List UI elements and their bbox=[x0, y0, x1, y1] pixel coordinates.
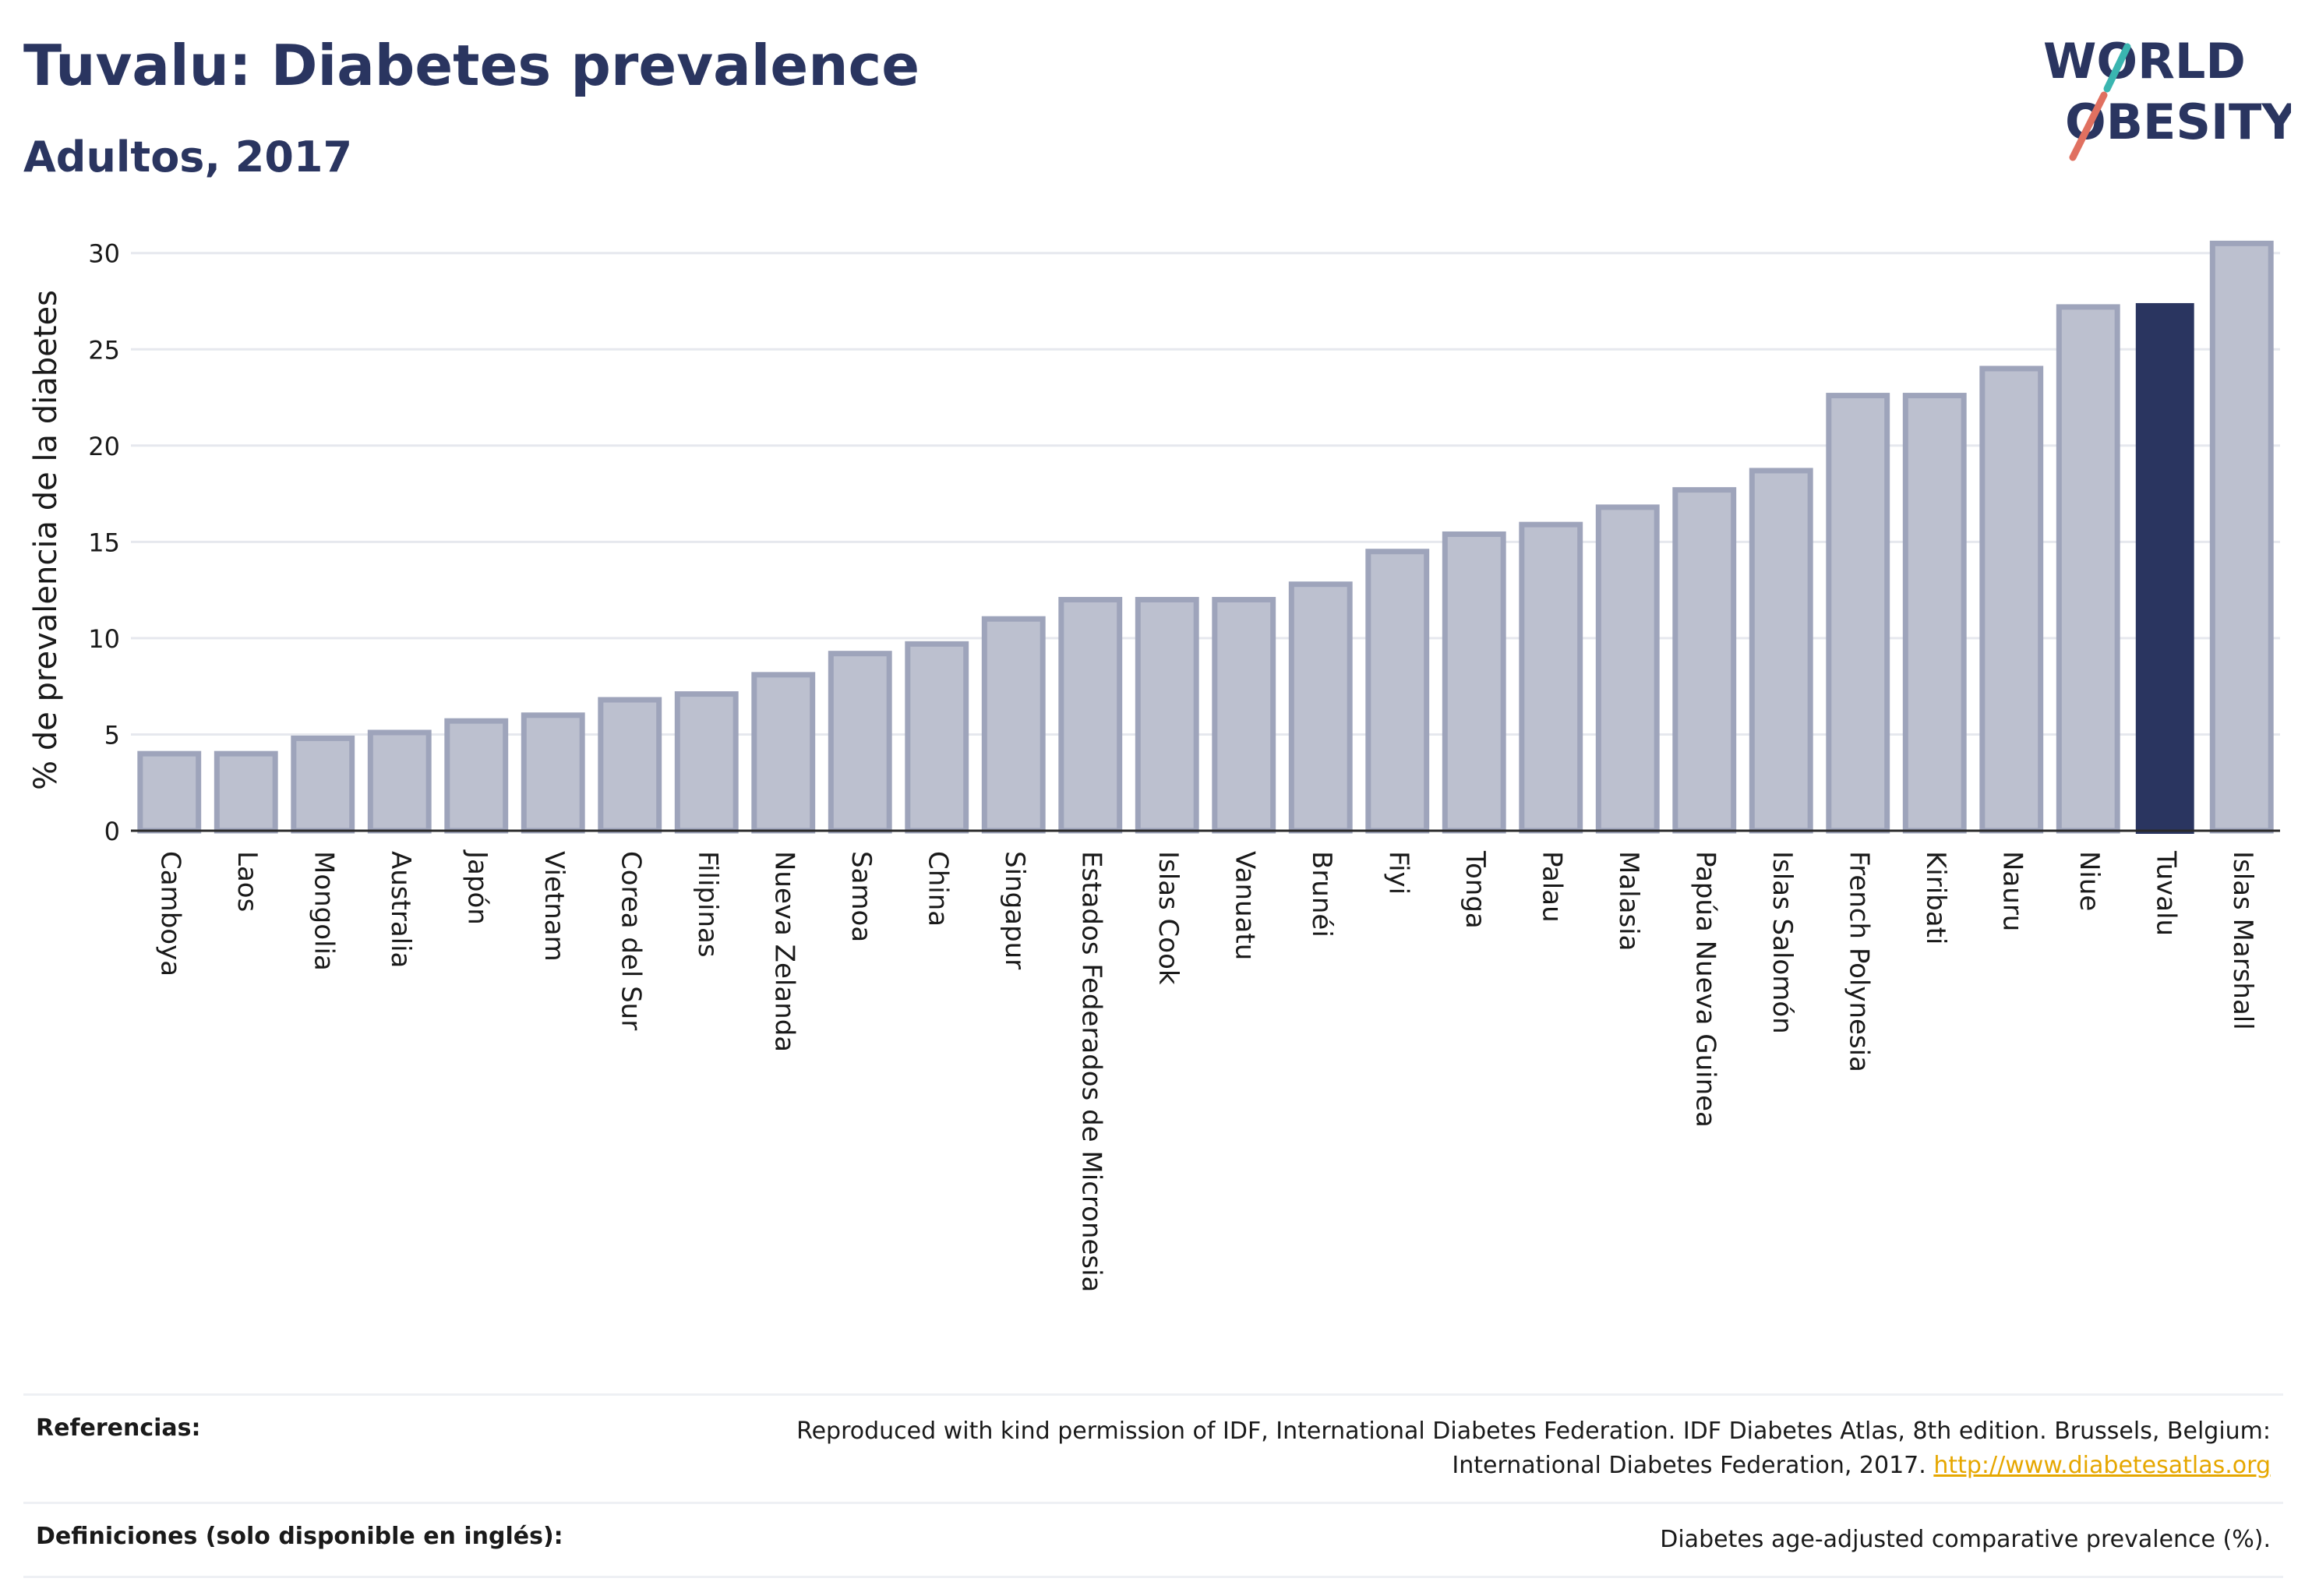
references-text: Reproduced with kind permission of IDF, … bbox=[796, 1414, 2271, 1483]
bar-islas-marshall[interactable] bbox=[2209, 240, 2274, 834]
category-label: Australia bbox=[385, 851, 416, 968]
category-label: Islas Salomón bbox=[1767, 851, 1798, 1034]
bar-mongolia[interactable] bbox=[291, 735, 355, 834]
references-text-1: Reproduced with kind permission of IDF, … bbox=[796, 1418, 2271, 1445]
bar-samoa[interactable] bbox=[828, 651, 892, 834]
y-tick-labels: 0 5 10 15 20 25 30 bbox=[88, 239, 120, 846]
category-label: Mongolia bbox=[308, 851, 339, 971]
category-label: Vietnam bbox=[538, 851, 570, 962]
bar-vanuatu[interactable] bbox=[1212, 596, 1276, 834]
category-label: Singapur bbox=[999, 851, 1030, 969]
bar-niue[interactable] bbox=[2056, 304, 2120, 834]
references-row: Referencias: Reproduced with kind permis… bbox=[23, 1393, 2283, 1502]
category-label: Filipinas bbox=[692, 851, 723, 958]
y-tick-label: 0 bbox=[104, 817, 120, 846]
y-tick-label: 30 bbox=[88, 239, 120, 269]
logo-line1: WORLD bbox=[2043, 33, 2246, 90]
bar-papúa-nueva-guinea[interactable] bbox=[1672, 487, 1737, 834]
y-tick-label: 10 bbox=[88, 624, 120, 654]
bar-estados-federados-de-micronesia[interactable] bbox=[1058, 596, 1123, 834]
bar-singapur[interactable] bbox=[981, 616, 1046, 834]
chart-title: Tuvalu: Diabetes prevalence bbox=[23, 33, 920, 98]
bar-nauru[interactable] bbox=[1979, 365, 2044, 834]
references-text-2: International Diabetes Federation, 2017. bbox=[1452, 1452, 1926, 1479]
y-tick-label: 25 bbox=[88, 335, 120, 365]
bar-filipinas[interactable] bbox=[674, 691, 739, 834]
y-tick-label: 15 bbox=[88, 528, 120, 557]
category-label: Tonga bbox=[1460, 850, 1491, 929]
definitions-label: Definiciones (solo disponible en inglés)… bbox=[36, 1523, 563, 1550]
bar-fiyi[interactable] bbox=[1365, 549, 1430, 834]
bars bbox=[137, 240, 2274, 834]
bar-chart: 0 5 10 15 20 25 30 Camboya Laos Mongolia Australi… bbox=[28, 239, 2280, 1292]
y-tick-label: 5 bbox=[104, 720, 120, 750]
category-label: Nueva Zelanda bbox=[768, 851, 800, 1052]
bar-nueva-zelanda[interactable] bbox=[751, 672, 816, 834]
category-label: Nauru bbox=[1996, 851, 2028, 931]
category-label: Corea del Sur bbox=[615, 851, 646, 1030]
footer: Referencias: Reproduced with kind permis… bbox=[23, 1393, 2283, 1578]
references-label: Referencias: bbox=[36, 1414, 201, 1442]
bar-china[interactable] bbox=[905, 641, 969, 834]
y-axis-title: % de prevalencia de la diabetes bbox=[28, 290, 64, 790]
category-label: Islas Cook bbox=[1152, 851, 1184, 985]
bar-palau[interactable] bbox=[1519, 521, 1583, 834]
bar-australia[interactable] bbox=[367, 729, 432, 834]
category-label: Tuvalu bbox=[2150, 850, 2181, 936]
bar-japón[interactable] bbox=[444, 718, 509, 834]
world-obesity-logo: WORLD OBESITY bbox=[2043, 33, 2291, 161]
bar-kiribati[interactable] bbox=[1902, 393, 1967, 834]
bar-corea-del-sur[interactable] bbox=[598, 697, 662, 834]
category-label: Camboya bbox=[154, 851, 185, 976]
bar-laos[interactable] bbox=[214, 750, 278, 834]
references-link[interactable]: http://www.diabetesatlas.org bbox=[1933, 1452, 2271, 1479]
category-label: Kiribati bbox=[1920, 851, 1951, 945]
category-label: Islas Marshall bbox=[2227, 851, 2258, 1030]
bar-french-polynesia[interactable] bbox=[1826, 393, 1890, 834]
definitions-text: Diabetes age-adjusted comparative preval… bbox=[1660, 1526, 2271, 1553]
category-label: Estados Federados de Micronesia bbox=[1075, 851, 1107, 1292]
category-label: Japón bbox=[461, 849, 492, 925]
category-label: China bbox=[922, 851, 953, 927]
category-label: Brunéi bbox=[1306, 851, 1337, 937]
category-label: Laos bbox=[231, 851, 263, 912]
category-label: Fiyi bbox=[1382, 851, 1414, 895]
category-labels: Camboya Laos Mongolia Australia Japón Vietnam… bbox=[154, 849, 2258, 1292]
category-label: Vanuatu bbox=[1229, 851, 1260, 960]
bar-vietnam[interactable] bbox=[521, 712, 585, 834]
category-label: Papúa Nueva Guinea bbox=[1689, 851, 1721, 1128]
bar-camboya[interactable] bbox=[137, 750, 202, 834]
chart-subtitle: Adultos, 2017 bbox=[23, 132, 353, 182]
category-label: French Polynesia bbox=[1843, 851, 1874, 1072]
bar-malasia[interactable] bbox=[1595, 504, 1660, 834]
category-label: Niue bbox=[2074, 851, 2105, 911]
category-label: Palau bbox=[1536, 851, 1567, 923]
category-label: Malasia bbox=[1613, 851, 1644, 951]
bar-brunéi[interactable] bbox=[1288, 581, 1353, 834]
bar-tuvalu[interactable] bbox=[2135, 302, 2194, 834]
bar-tonga[interactable] bbox=[1442, 531, 1506, 834]
bar-islas-cook[interactable] bbox=[1135, 596, 1199, 834]
definitions-row: Definiciones (solo disponible en inglés)… bbox=[23, 1502, 2283, 1578]
y-tick-label: 20 bbox=[88, 432, 120, 461]
category-label: Samoa bbox=[845, 851, 877, 942]
bar-islas-salomón[interactable] bbox=[1749, 468, 1813, 834]
